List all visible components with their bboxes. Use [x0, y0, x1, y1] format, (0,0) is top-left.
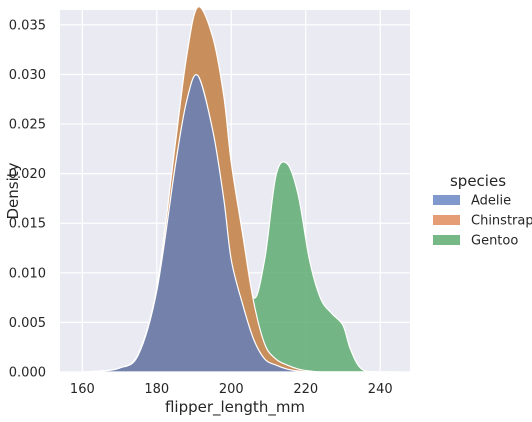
legend-swatch-gentoo [433, 235, 460, 245]
area-adelie [82, 73, 399, 373]
y-tick-label: 0.015 [9, 217, 46, 232]
legend-title: species [450, 172, 506, 190]
x-tick-labels: 160 180 200 220 240 [70, 382, 393, 397]
y-tick-label: 0.025 [9, 118, 46, 133]
x-tick-label: 180 [144, 382, 169, 397]
legend: species Adelie Chinstrap Gentoo [433, 172, 532, 249]
legend-swatch-chinstrap [433, 215, 460, 225]
x-tick-label: 240 [368, 382, 393, 397]
legend-items: Adelie Chinstrap Gentoo [433, 194, 532, 249]
density-areas [82, 6, 399, 373]
legend-label-gentoo: Gentoo [471, 234, 518, 249]
y-tick-label: 0.000 [9, 366, 46, 381]
y-tick-label: 0.030 [9, 68, 46, 83]
y-axis-label: Density [4, 162, 22, 219]
x-axis-label: flipper_length_mm [165, 398, 305, 417]
x-tick-label: 220 [293, 382, 318, 397]
legend-label-adelie: Adelie [471, 194, 511, 209]
y-tick-label: 0.010 [9, 266, 46, 281]
y-tick-label: 0.005 [9, 316, 46, 331]
x-tick-label: 160 [70, 382, 95, 397]
legend-swatch-adelie [433, 195, 460, 205]
legend-label-chinstrap: Chinstrap [471, 214, 532, 229]
y-tick-label: 0.020 [9, 167, 46, 182]
x-tick-label: 200 [219, 382, 244, 397]
y-tick-label: 0.035 [9, 18, 46, 33]
y-tick-labels: 0.000 0.005 0.010 0.015 0.020 0.025 0.030 0.035 [9, 18, 46, 380]
